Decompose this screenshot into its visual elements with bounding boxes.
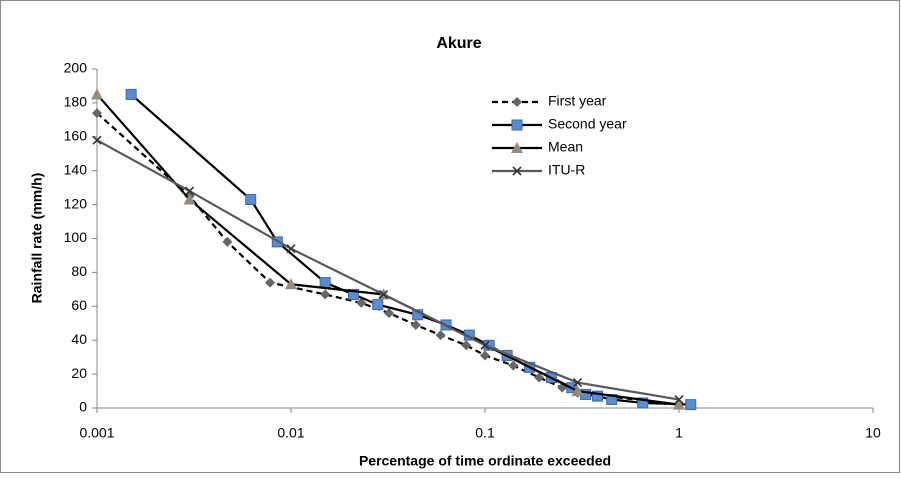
chart-title: Akure bbox=[436, 35, 481, 52]
marker bbox=[372, 299, 384, 311]
marker bbox=[265, 277, 276, 288]
marker bbox=[91, 88, 103, 100]
marker bbox=[378, 289, 389, 300]
x-axis-label: Percentage of time ordinate exceeded bbox=[359, 453, 611, 469]
marker bbox=[319, 277, 331, 289]
marker bbox=[125, 88, 137, 100]
marker bbox=[591, 390, 603, 402]
legend-label: Mean bbox=[548, 139, 583, 155]
marker bbox=[383, 308, 394, 319]
marker bbox=[637, 397, 649, 409]
y-tick-label: 200 bbox=[64, 60, 88, 76]
x-tick-label: 0.001 bbox=[79, 425, 114, 441]
y-tick-label: 180 bbox=[64, 94, 88, 110]
y-tick-label: 80 bbox=[71, 263, 87, 279]
y-tick-label: 140 bbox=[64, 161, 88, 177]
legend-label: Second year bbox=[548, 116, 627, 132]
marker bbox=[222, 236, 233, 247]
y-tick-label: 60 bbox=[71, 297, 87, 313]
marker bbox=[673, 398, 685, 410]
marker bbox=[410, 319, 421, 330]
legend-marker bbox=[512, 97, 522, 107]
legend-label: ITU-R bbox=[548, 162, 585, 178]
y-tick-label: 100 bbox=[64, 229, 88, 245]
y-tick-label: 120 bbox=[64, 195, 88, 211]
marker bbox=[183, 193, 196, 205]
legend-marker bbox=[512, 166, 522, 176]
legend-marker bbox=[511, 142, 523, 153]
marker bbox=[245, 194, 257, 206]
x-tick-label: 10 bbox=[865, 425, 881, 441]
marker bbox=[508, 360, 519, 371]
marker bbox=[356, 297, 367, 308]
marker bbox=[285, 278, 297, 290]
marker bbox=[461, 340, 472, 351]
marker bbox=[534, 372, 545, 383]
y-tick-label: 20 bbox=[71, 365, 87, 381]
y-tick-label: 40 bbox=[71, 331, 87, 347]
marker bbox=[674, 394, 684, 405]
marker bbox=[92, 108, 102, 119]
y-axis-label: Rainfall rate (mm/h) bbox=[29, 173, 45, 304]
marker bbox=[92, 135, 102, 145]
marker bbox=[480, 340, 490, 350]
y-tick-label: 0 bbox=[79, 399, 87, 415]
marker bbox=[435, 330, 446, 341]
x-tick-label: 0.1 bbox=[475, 425, 495, 441]
marker bbox=[572, 378, 583, 388]
marker bbox=[286, 244, 296, 254]
marker bbox=[685, 399, 697, 411]
legend-label: First year bbox=[548, 93, 607, 109]
marker bbox=[571, 385, 584, 397]
x-tick-label: 0.01 bbox=[277, 425, 304, 441]
marker bbox=[480, 350, 490, 361]
marker bbox=[348, 288, 360, 300]
x-tick-label: 1 bbox=[675, 425, 683, 441]
marker bbox=[320, 289, 331, 300]
marker bbox=[184, 186, 195, 196]
legend-marker bbox=[511, 119, 523, 131]
y-tick-label: 160 bbox=[64, 128, 88, 144]
